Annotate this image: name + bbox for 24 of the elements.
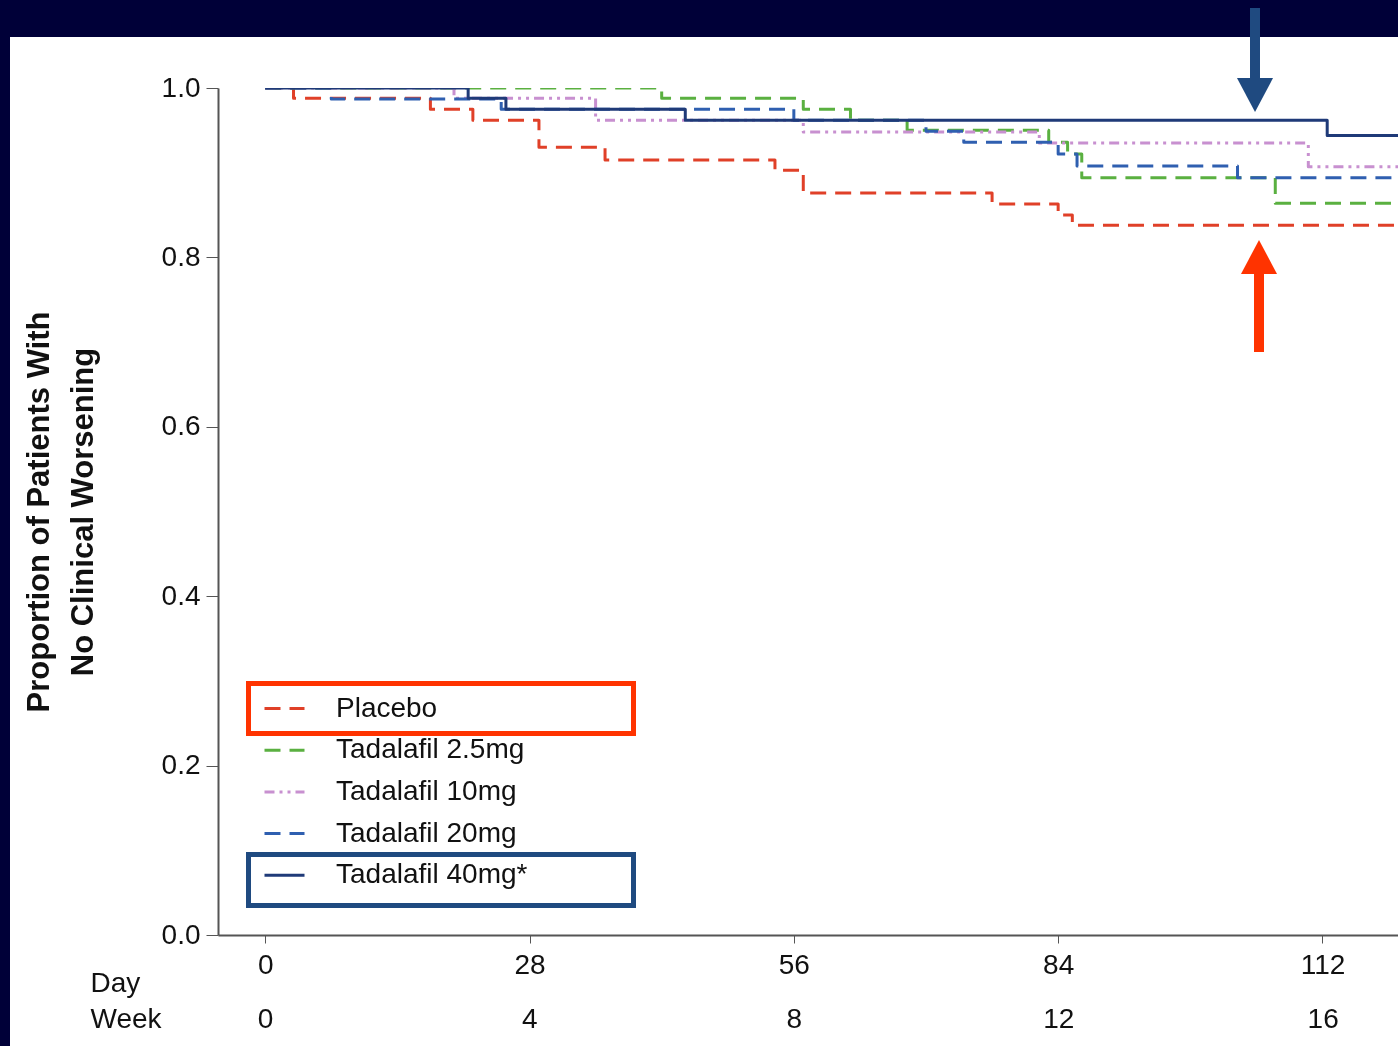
y-axis-title: Proportion of Patients With No Clinical Worsening bbox=[20, 311, 100, 713]
x-tick-label: 28 bbox=[514, 948, 546, 980]
legend-label: Tadalafil 40mg* bbox=[336, 858, 528, 890]
y-tick-label: 1.0 bbox=[161, 71, 201, 103]
x-tick-label: 56 bbox=[778, 948, 810, 980]
y-tick-label: 0.2 bbox=[161, 749, 201, 781]
y-tick-label: 0.0 bbox=[161, 918, 201, 950]
x2-tick-label: 12 bbox=[1043, 1002, 1075, 1034]
legend-label: Tadalafil 20mg bbox=[336, 816, 517, 848]
x2-tick-label: 8 bbox=[786, 1002, 803, 1034]
y-tick-label: 0.4 bbox=[161, 579, 201, 611]
x2-tick-label: 0 bbox=[257, 1002, 274, 1034]
legend-label: Tadalafil 10mg bbox=[336, 774, 517, 806]
legend-label: Tadalafil 2.5mg bbox=[336, 733, 525, 765]
x2-tick-label: 4 bbox=[522, 1002, 538, 1034]
y-tick-label: 0.8 bbox=[161, 240, 201, 272]
legend-label: Placebo bbox=[336, 691, 438, 723]
x2-tick-label: 16 bbox=[1307, 1002, 1339, 1034]
y-tick-label: 0.6 bbox=[161, 410, 201, 442]
x2-axis-title: Week bbox=[90, 1002, 163, 1034]
x-tick-label: 112 bbox=[1300, 948, 1346, 980]
x-tick-label: 84 bbox=[1043, 948, 1075, 980]
x-axis-title: Day bbox=[90, 966, 141, 998]
x-tick-label: 0 bbox=[257, 948, 274, 980]
